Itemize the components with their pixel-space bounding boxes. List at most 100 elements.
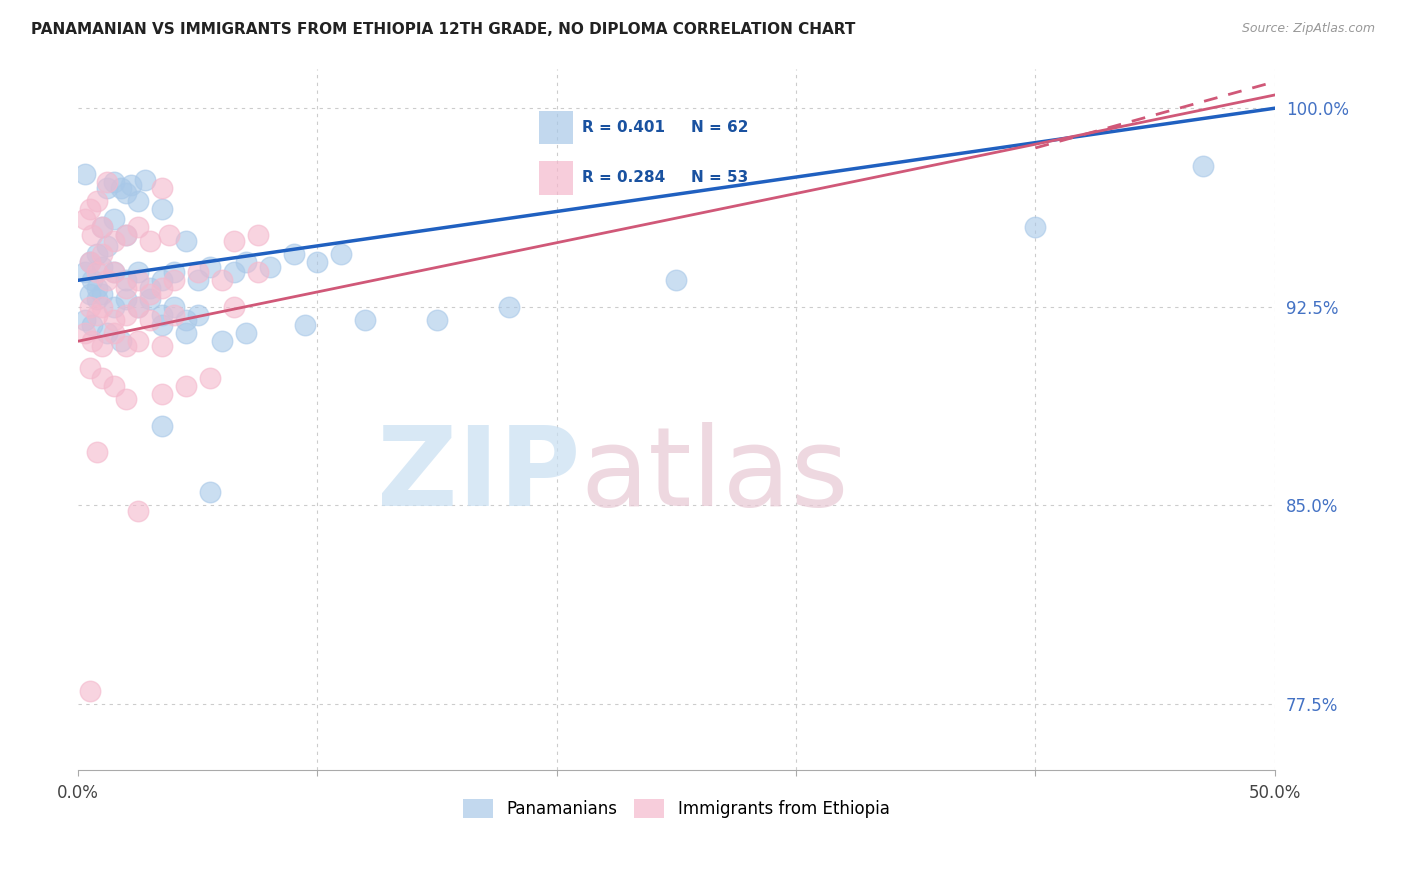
Point	[127, 220, 149, 235]
Point	[103, 265, 125, 279]
Point	[198, 260, 221, 274]
Point	[1192, 160, 1215, 174]
Point	[115, 228, 138, 243]
Point	[235, 254, 257, 268]
Point	[174, 379, 197, 393]
Point	[96, 326, 118, 341]
Point	[150, 281, 173, 295]
Point	[79, 254, 101, 268]
Point	[174, 234, 197, 248]
Point	[91, 220, 114, 235]
Point	[139, 234, 162, 248]
Point	[150, 318, 173, 333]
Point	[91, 371, 114, 385]
Point	[86, 194, 108, 208]
Point	[222, 265, 245, 279]
Point	[75, 265, 97, 279]
Point	[127, 265, 149, 279]
Point	[127, 300, 149, 314]
Point	[79, 286, 101, 301]
Point	[187, 308, 209, 322]
Point	[79, 202, 101, 216]
Text: PANAMANIAN VS IMMIGRANTS FROM ETHIOPIA 12TH GRADE, NO DIPLOMA CORRELATION CHART: PANAMANIAN VS IMMIGRANTS FROM ETHIOPIA 1…	[31, 22, 855, 37]
Point	[246, 265, 269, 279]
Point	[75, 326, 97, 341]
Point	[174, 313, 197, 327]
Point	[103, 300, 125, 314]
Point	[163, 273, 186, 287]
Point	[96, 273, 118, 287]
Point	[103, 212, 125, 227]
Point	[330, 247, 353, 261]
Point	[120, 178, 142, 192]
Point	[150, 418, 173, 433]
Legend: Panamanians, Immigrants from Ethiopia: Panamanians, Immigrants from Ethiopia	[457, 792, 896, 825]
Point	[75, 313, 97, 327]
Point	[139, 281, 162, 295]
Point	[115, 228, 138, 243]
Point	[115, 281, 138, 295]
Point	[103, 379, 125, 393]
Point	[86, 247, 108, 261]
Point	[75, 168, 97, 182]
Point	[115, 292, 138, 306]
Point	[139, 286, 162, 301]
Point	[115, 339, 138, 353]
Point	[163, 300, 186, 314]
Point	[127, 503, 149, 517]
Point	[86, 281, 108, 295]
Point	[86, 292, 108, 306]
Point	[91, 220, 114, 235]
Point	[115, 392, 138, 407]
Point	[110, 180, 132, 194]
Text: ZIP: ZIP	[377, 422, 581, 529]
Point	[96, 175, 118, 189]
Point	[187, 273, 209, 287]
Point	[150, 180, 173, 194]
Point	[86, 445, 108, 459]
Point	[103, 265, 125, 279]
Point	[259, 260, 281, 274]
Point	[103, 234, 125, 248]
Point	[79, 300, 101, 314]
Point	[163, 308, 186, 322]
Point	[187, 265, 209, 279]
Point	[91, 300, 114, 314]
Point	[198, 371, 221, 385]
Point	[79, 254, 101, 268]
Point	[103, 313, 125, 327]
Point	[79, 683, 101, 698]
Point	[103, 175, 125, 189]
Point	[235, 326, 257, 341]
Point	[498, 300, 520, 314]
Point	[127, 194, 149, 208]
Point	[665, 273, 688, 287]
Point	[86, 265, 108, 279]
Point	[246, 228, 269, 243]
Point	[91, 260, 114, 274]
Point	[174, 326, 197, 341]
Point	[211, 273, 233, 287]
Point	[157, 228, 180, 243]
Point	[283, 247, 305, 261]
Point	[75, 212, 97, 227]
Point	[82, 318, 104, 333]
Point	[127, 273, 149, 287]
Point	[91, 339, 114, 353]
Point	[96, 239, 118, 253]
Point	[150, 339, 173, 353]
Point	[115, 308, 138, 322]
Point	[307, 254, 329, 268]
Point	[222, 300, 245, 314]
Point	[86, 308, 108, 322]
Point	[79, 360, 101, 375]
Point	[150, 308, 173, 322]
Point	[426, 313, 449, 327]
Point	[103, 326, 125, 341]
Point	[127, 300, 149, 314]
Point	[354, 313, 377, 327]
Point	[139, 313, 162, 327]
Point	[82, 334, 104, 348]
Point	[150, 273, 173, 287]
Point	[91, 247, 114, 261]
